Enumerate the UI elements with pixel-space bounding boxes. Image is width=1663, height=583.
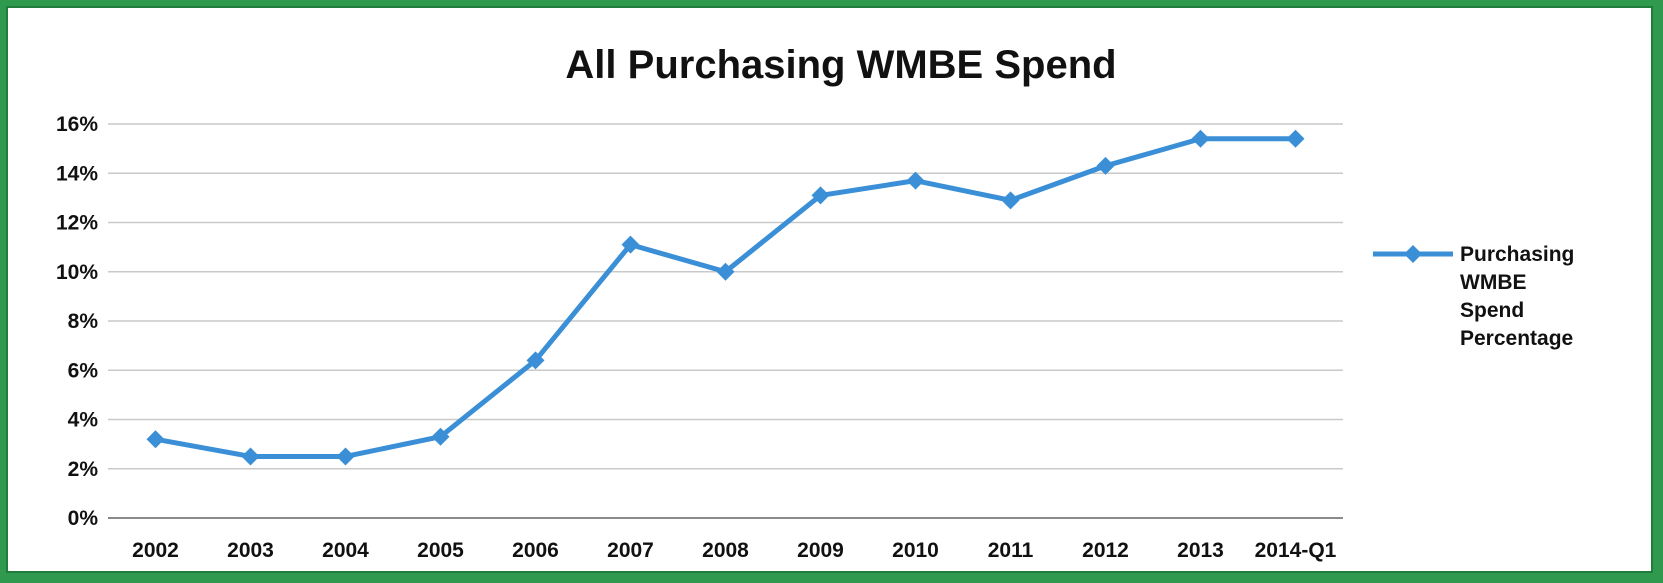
data-point-marker (526, 351, 545, 370)
chart-frame: All Purchasing WMBE Spend 0% 2% 4% 6% 8% 10% 1… (6, 6, 1653, 573)
data-point-marker (1191, 129, 1210, 148)
data-point-marker (1096, 156, 1115, 175)
data-point-marker (336, 447, 355, 466)
x-tick-label: 2005 (417, 539, 464, 562)
data-point-marker (621, 235, 640, 254)
x-axis-ticks: 2002 2003 2004 2005 2006 2007 2008 2009 2010 2011… (132, 539, 1337, 562)
x-tick-label: 2010 (892, 539, 939, 562)
y-tick-label: 14% (56, 162, 98, 185)
data-point-marker (241, 447, 260, 466)
y-tick-label: 10% (56, 261, 98, 284)
data-point-marker (811, 186, 830, 205)
line-chart: All Purchasing WMBE Spend 0% 2% 4% 6% 8% 10% 1… (56, 43, 1574, 562)
x-tick-label: 2012 (1082, 539, 1129, 562)
y-axis-ticks: 0% 2% 4% 6% 8% 10% 12% 14% 16% (56, 113, 98, 530)
y-tick-label: 2% (68, 458, 99, 481)
legend-label: WMBE (1460, 271, 1527, 294)
data-point-marker (431, 427, 450, 446)
y-tick-label: 12% (56, 212, 98, 235)
data-point-marker (146, 430, 165, 449)
series-group (146, 129, 1305, 466)
legend-marker (1404, 245, 1422, 263)
y-tick-label: 4% (68, 409, 99, 432)
x-tick-label: 2011 (988, 539, 1034, 562)
x-tick-label: 2006 (512, 539, 559, 562)
y-tick-label: 6% (68, 359, 99, 382)
data-point-marker (1286, 129, 1305, 148)
y-tick-label: 16% (56, 113, 98, 136)
x-tick-label: 2008 (702, 539, 749, 562)
data-point-marker (1001, 191, 1020, 210)
x-tick-label: 2013 (1177, 539, 1224, 562)
y-tick-label: 8% (68, 310, 99, 333)
x-tick-label: 2002 (132, 539, 179, 562)
legend: Purchasing WMBE Spend Percentage (1373, 243, 1574, 350)
data-point-marker (716, 262, 735, 281)
x-tick-label: 2007 (607, 539, 654, 562)
x-tick-label: 2014-Q1 (1255, 539, 1337, 562)
y-tick-label: 0% (68, 507, 99, 530)
legend-label: Purchasing (1460, 243, 1574, 266)
chart-title: All Purchasing WMBE Spend (565, 43, 1116, 87)
x-tick-label: 2009 (797, 539, 844, 562)
x-tick-label: 2003 (227, 539, 274, 562)
legend-label: Percentage (1460, 327, 1573, 350)
series-line (155, 136, 1296, 459)
data-point-marker (906, 171, 925, 190)
legend-label: Spend (1460, 299, 1524, 322)
x-tick-label: 2004 (322, 539, 369, 562)
